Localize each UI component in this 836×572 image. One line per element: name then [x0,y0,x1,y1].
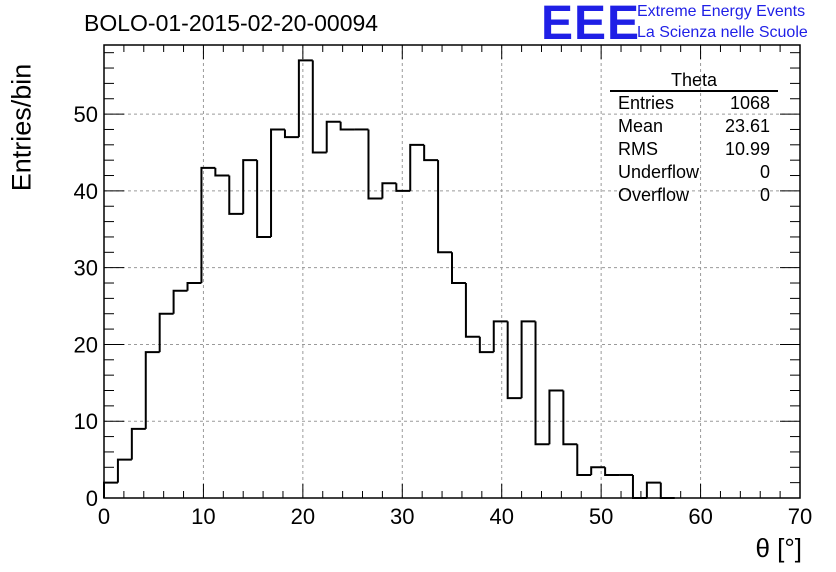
y-tick-label: 20 [74,332,98,357]
histogram-bin [339,121,355,131]
eee-logo: EEE [541,0,641,50]
y-tick-label: 50 [74,102,98,127]
histogram-bin [409,143,425,191]
histogram-bin [103,481,118,498]
stats-box: Theta Entries 1068 Mean 23.61 RMS 10.99 … [610,70,778,207]
histogram-bin [297,59,313,138]
y-tick-label: 10 [74,409,98,434]
x-tick-label: 50 [589,504,613,529]
stats-label: Underflow [618,162,700,182]
histogram-bin [645,481,661,498]
histogram-bin [548,389,564,445]
stats-row-entries: Entries 1068 [610,92,778,115]
histogram-bin [520,320,536,399]
histogram-bin [158,312,174,353]
stats-value: 0 [759,162,770,182]
x-tick-label: 30 [390,504,414,529]
stats-label: Mean [618,116,664,136]
histogram-bin [464,283,480,338]
histogram-bin [659,482,675,499]
stats-row-rms: RMS 10.99 [610,138,778,161]
stats-label: RMS [618,139,658,159]
stats-row-overflow: Overflow 0 [610,184,778,207]
stats-value: 10.99 [724,139,770,159]
histogram-bin [604,467,620,476]
histogram-bin [562,390,578,446]
stats-value: 23.61 [724,116,770,136]
x-tick-label: 40 [489,504,513,529]
y-tick-label: 30 [74,256,98,281]
stats-value: 0 [759,185,770,205]
histogram-bin [228,175,244,215]
histogram-bin [437,160,452,254]
histogram-bin [270,128,285,237]
histogram-bin [506,321,522,400]
histogram-bin [200,166,216,284]
histogram-bin [590,466,606,475]
histogram-bin [116,458,132,483]
axis-ticks [103,45,801,499]
histogram-bin [242,159,258,214]
x-tick-label: 60 [688,504,712,529]
logo-line-1: Extreme Energy Events [637,3,806,20]
histogram-bin [311,60,327,154]
histogram-bin [492,320,508,353]
histogram-bin [381,182,397,199]
y-tick-label: 40 [74,179,98,204]
histogram-bin [631,474,647,499]
chart-title: BOLO-01-2015-02-20-00094 [84,10,379,36]
histogram-series [103,59,675,499]
x-tick-label: 0 [98,504,110,529]
histogram-bin [130,427,146,460]
stats-value: 1068 [729,93,770,113]
x-tick-label: 70 [788,504,812,529]
x-axis-label: θ [°] [755,533,802,563]
histogram-bin [367,129,383,200]
histogram-bin [172,289,188,314]
histogram-bin [256,160,272,238]
histogram-bin [534,321,550,446]
plot-frame [103,44,801,499]
axis-tick-labels: 0 10 20 30 40 50 60 70 0 10 20 30 40 50 [74,102,813,529]
histogram-bin [214,167,230,177]
logo-line-2: La Scienza nelle Scuole [637,24,808,41]
histogram-bin [451,252,466,285]
stats-row-mean: Mean 23.61 [610,115,778,138]
histogram-bin [283,129,299,139]
histogram-bin [478,336,494,354]
y-tick-label: 0 [86,486,98,511]
histogram-bin [576,444,592,476]
x-tick-label: 20 [291,504,315,529]
x-tick-label: 10 [191,504,215,529]
y-axis-label: Entries/bin [6,63,37,192]
stats-row-underflow: Underflow 0 [610,161,778,184]
histogram-bin [423,144,439,162]
histogram-bin [186,282,202,291]
histogram-bin [395,183,411,192]
stats-label: Overflow [618,185,690,205]
stats-title: Theta [610,70,778,92]
stats-label: Entries [618,93,675,113]
histogram-bin [144,351,160,429]
histogram-bin [325,120,341,153]
